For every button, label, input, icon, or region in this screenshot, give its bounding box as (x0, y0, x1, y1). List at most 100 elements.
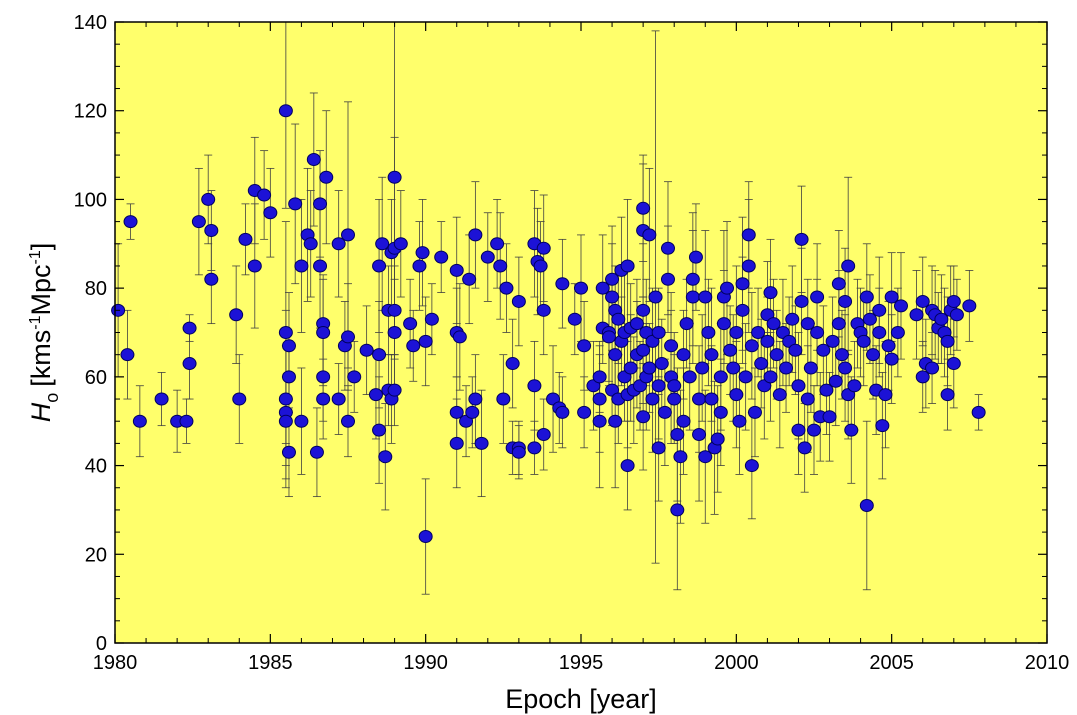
data-point (670, 428, 685, 442)
data-point (679, 317, 694, 331)
data-point (791, 423, 806, 437)
data-point (751, 326, 766, 339)
data-point (201, 192, 216, 206)
data-point (278, 326, 293, 339)
data-point (838, 294, 853, 308)
data-point (685, 272, 700, 286)
data-point (636, 343, 651, 357)
data-point (474, 436, 489, 450)
data-point (424, 312, 439, 326)
y-axis-subscript: o (42, 393, 62, 403)
y-tick-label: 60 (85, 367, 107, 389)
data-point (316, 370, 331, 384)
data-point (841, 259, 856, 273)
data-point (856, 334, 871, 348)
data-point (204, 272, 219, 286)
data-point (825, 334, 840, 348)
data-point (760, 334, 775, 348)
y-axis-exp2: -1 (27, 250, 44, 264)
x-tick-label: 2000 (714, 652, 759, 674)
data-point (592, 392, 607, 406)
y-axis-units: [kms (26, 330, 56, 387)
data-point (800, 317, 815, 331)
data-point (667, 379, 682, 393)
data-point (682, 370, 697, 384)
data-point (807, 423, 821, 437)
data-point (577, 339, 592, 353)
data-point (810, 290, 825, 304)
data-point (859, 498, 874, 512)
data-point (375, 237, 390, 251)
data-point (785, 312, 800, 326)
data-point (331, 237, 346, 251)
data-point (331, 392, 346, 406)
data-point (238, 232, 253, 246)
data-point (316, 326, 331, 339)
data-point (605, 290, 620, 304)
data-point (735, 303, 750, 317)
data-point (387, 326, 402, 339)
x-tick-label: 2005 (869, 652, 914, 674)
data-point (468, 392, 483, 406)
data-point (372, 423, 387, 437)
data-point (971, 405, 986, 419)
data-point (763, 286, 778, 300)
data-point (536, 241, 551, 255)
data-point (692, 428, 707, 442)
data-point (810, 326, 825, 339)
data-point (744, 339, 759, 353)
data-point (915, 294, 930, 308)
data-point (278, 392, 293, 406)
data-point (636, 410, 651, 424)
data-point (747, 405, 762, 419)
data-point (909, 308, 924, 322)
data-point (465, 405, 480, 419)
data-point (720, 281, 735, 295)
data-point (962, 299, 977, 313)
data-point (493, 259, 508, 273)
data-point (664, 339, 679, 353)
data-point (934, 312, 949, 326)
data-point (132, 414, 147, 428)
data-point (247, 259, 262, 273)
data-point (182, 321, 197, 335)
data-point (716, 317, 731, 331)
data-point (744, 459, 759, 473)
data-point (387, 383, 402, 397)
data-point (204, 223, 219, 237)
data-point (838, 361, 853, 375)
data-point (403, 317, 418, 331)
y-tick-label: 120 (74, 101, 107, 123)
data-point (341, 414, 355, 428)
data-point (608, 348, 623, 362)
data-point (642, 361, 657, 375)
data-point (794, 294, 809, 308)
data-point (257, 188, 272, 202)
data-point (723, 343, 738, 357)
data-point (800, 392, 815, 406)
data-point (620, 459, 635, 473)
data-point (701, 326, 716, 339)
y-tick-label: 20 (85, 544, 107, 566)
data-point (341, 228, 355, 242)
data-point (884, 290, 899, 304)
data-point (620, 259, 635, 273)
data-point (831, 317, 846, 331)
x-tick-label: 1990 (403, 652, 448, 674)
data-point (788, 343, 803, 357)
data-point (434, 250, 449, 264)
data-point (797, 441, 812, 455)
data-point (676, 414, 691, 428)
data-point (769, 348, 784, 362)
data-point (281, 370, 296, 384)
data-point (387, 170, 402, 184)
y-tick-label: 140 (74, 12, 107, 34)
data-point (577, 405, 592, 419)
data-point (372, 259, 387, 273)
data-point (822, 410, 837, 424)
data-point (844, 423, 859, 437)
data-point (729, 388, 744, 402)
data-point (866, 348, 881, 362)
data-point (120, 348, 135, 362)
